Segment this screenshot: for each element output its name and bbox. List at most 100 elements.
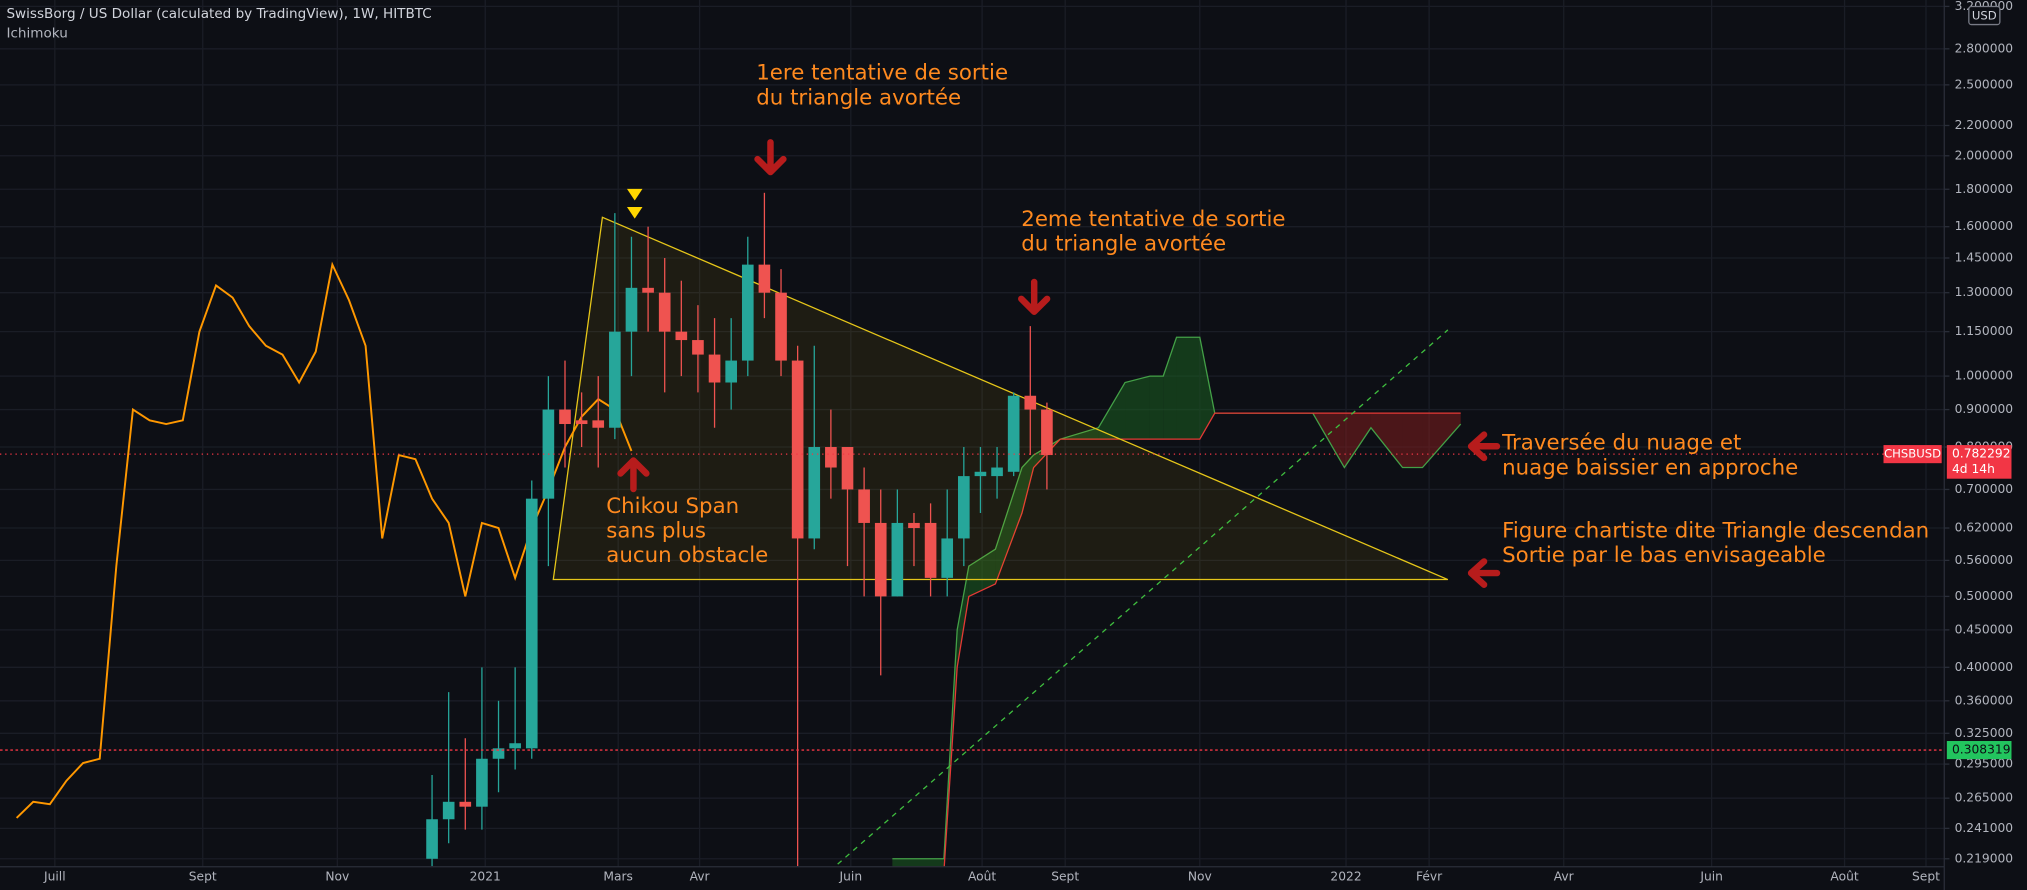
annotation: nuage baissier en approche bbox=[1502, 455, 1798, 480]
last-price-badge bbox=[1946, 445, 2012, 479]
cloud-segment bbox=[1098, 382, 1126, 440]
candle-body bbox=[609, 331, 621, 428]
cloud-segment bbox=[1163, 337, 1177, 440]
cloud-segment bbox=[1344, 413, 1371, 468]
cloud-segment bbox=[1021, 455, 1034, 514]
y-tick-label: 0.700000 bbox=[1955, 482, 2014, 496]
y-tick-label: 0.560000 bbox=[1955, 553, 2014, 567]
y-tick-label: 2.200000 bbox=[1955, 118, 2014, 132]
cloud-segment bbox=[957, 566, 969, 668]
senkou-span-b bbox=[943, 412, 1461, 867]
candle-body bbox=[1007, 395, 1020, 472]
price-badge bbox=[1946, 741, 2012, 760]
candle-body bbox=[559, 409, 571, 425]
cloud-segment bbox=[1176, 337, 1200, 440]
annotation: Sortie par le bas envisageable bbox=[1502, 543, 1826, 568]
x-tick-label: Nov bbox=[1188, 870, 1212, 884]
x-tick-label: Avr bbox=[690, 870, 711, 884]
y-tick-label: 0.219000 bbox=[1955, 851, 2014, 865]
candle-body bbox=[924, 522, 937, 578]
annotation: Traversée du nuage et bbox=[1501, 431, 1741, 456]
x-tick-label: Août bbox=[968, 870, 996, 884]
annotation: Figure chartiste dite Triangle descendan bbox=[1502, 519, 1929, 544]
x-tick-label: 2021 bbox=[470, 870, 501, 884]
y-tick-label: 1.450000 bbox=[1955, 250, 2014, 264]
candle-body bbox=[642, 287, 654, 293]
arrow-up bbox=[617, 457, 650, 493]
x-tick-label: Sept bbox=[189, 870, 217, 884]
candle-body bbox=[891, 522, 904, 597]
candle-body bbox=[592, 420, 605, 428]
cloud-segment bbox=[1125, 376, 1150, 440]
cloud-segment bbox=[1199, 337, 1215, 440]
y-tick-label: 2.500000 bbox=[1955, 77, 2014, 91]
cloud-segment bbox=[1402, 413, 1423, 468]
indicator-name: Ichimoku bbox=[6, 26, 67, 42]
currency-badge[interactable] bbox=[1968, 5, 2001, 26]
candle-body bbox=[492, 748, 505, 759]
y-tick-label: 0.900000 bbox=[1955, 402, 2014, 416]
x-tick-label: Juin bbox=[839, 870, 863, 884]
x-tick-label: Févr bbox=[1416, 870, 1443, 884]
annotation: du triangle avortée bbox=[756, 85, 961, 110]
candle-body bbox=[941, 538, 954, 578]
candle-body bbox=[625, 287, 638, 332]
candle-body bbox=[658, 292, 671, 332]
countdown-label: 4d 14h bbox=[1952, 462, 1995, 476]
symbol-badge bbox=[1883, 445, 1942, 464]
y-tick-label: 2.800000 bbox=[1955, 41, 2014, 55]
candle-body bbox=[741, 264, 754, 361]
currency: USD bbox=[1972, 9, 1997, 23]
candle-body bbox=[775, 292, 787, 361]
y-tick-label: 0.360000 bbox=[1955, 693, 2014, 707]
y-tick-label: 0.265000 bbox=[1955, 791, 2014, 805]
candle-body bbox=[525, 498, 538, 749]
candle-body bbox=[825, 447, 837, 468]
y-tick-label: 0.400000 bbox=[1955, 660, 2014, 674]
candle-body bbox=[908, 522, 920, 529]
y-tick-label: 1.800000 bbox=[1955, 182, 2014, 196]
annotation: 2eme tentative de sortie bbox=[1021, 207, 1285, 232]
cloud-segment bbox=[1422, 413, 1461, 468]
candle-body bbox=[675, 331, 688, 341]
y-tick-label: 0.450000 bbox=[1955, 622, 2014, 636]
candle-body bbox=[858, 489, 870, 523]
candle-body bbox=[791, 360, 804, 539]
candle-body bbox=[958, 476, 970, 539]
annotation: Chikou Span bbox=[606, 494, 739, 519]
y-tick-label: 1.600000 bbox=[1955, 219, 2014, 233]
x-tick-label: Avr bbox=[1554, 870, 1575, 884]
y-tick-label: 1.300000 bbox=[1955, 285, 2014, 299]
price-lines bbox=[0, 453, 1945, 751]
grid bbox=[0, 0, 1945, 867]
y-tick-label: 0.500000 bbox=[1955, 589, 2014, 603]
x-tick-label: Sept bbox=[1051, 870, 1079, 884]
trend-line bbox=[837, 329, 1449, 865]
candle-body bbox=[991, 467, 1003, 477]
arrow-down bbox=[754, 139, 787, 176]
candle-body bbox=[974, 471, 987, 477]
candles bbox=[426, 192, 1053, 867]
x-tick-label: 2022 bbox=[1330, 870, 1361, 884]
axes: 0.219000 0.241000 0.265000 0.295000 0.325000… bbox=[43, 0, 2013, 884]
arrows bbox=[617, 139, 1501, 588]
arrow-left bbox=[1467, 558, 1501, 588]
y-tick-label: 0.325000 bbox=[1955, 726, 2014, 740]
cloud-segment bbox=[1370, 413, 1403, 468]
candle-body bbox=[459, 801, 472, 807]
candle-body bbox=[426, 819, 438, 859]
arrow-left bbox=[1467, 431, 1501, 462]
y-tick-label: 0.620000 bbox=[1955, 521, 2014, 535]
candle-body bbox=[725, 360, 737, 383]
cloud-segment bbox=[1149, 376, 1164, 440]
candle-body bbox=[692, 340, 704, 355]
annotation: 1ere tentative de sortie bbox=[756, 61, 1008, 86]
last-price-label: 0.782292 bbox=[1952, 447, 2011, 461]
price-badge-label: 0.308319 bbox=[1952, 743, 2011, 757]
annotations: 1ere tentative de sortie du triangle avo… bbox=[606, 61, 1929, 569]
candle-body bbox=[1024, 395, 1037, 410]
candle-body bbox=[442, 801, 455, 820]
candle-body bbox=[1041, 409, 1053, 456]
